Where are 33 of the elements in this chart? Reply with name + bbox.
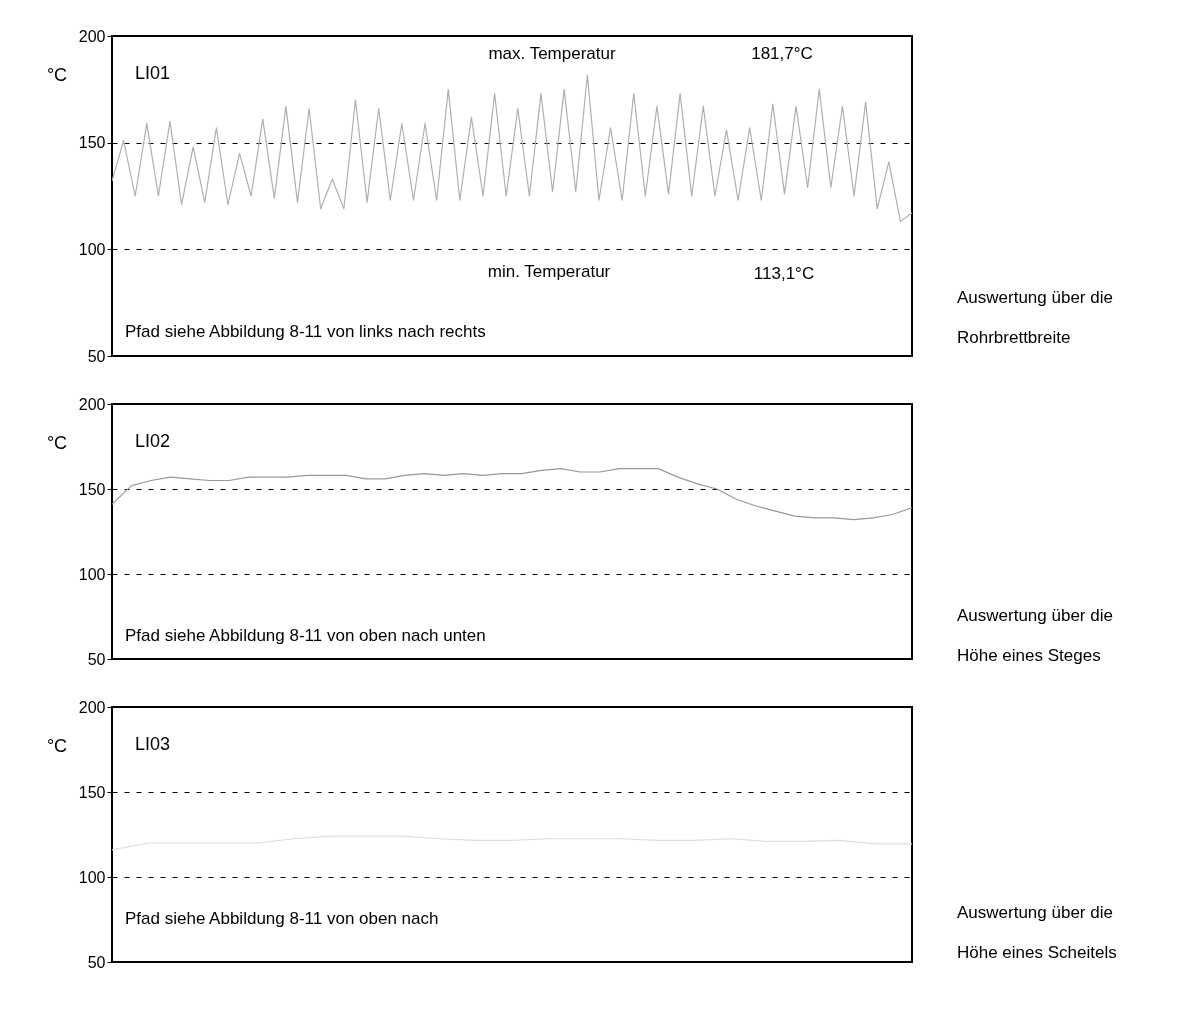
y-tick-label: 150 <box>78 480 106 498</box>
line-series <box>112 835 912 851</box>
annotation: Pfad siehe Abbildung 8-11 von links nach rechts <box>125 322 486 341</box>
text: LI02 <box>135 431 171 451</box>
y-tick-label: 50 <box>87 650 106 668</box>
text: Auswertung über die <box>957 606 1113 625</box>
y-axis-title: °C <box>46 65 68 85</box>
y-tick-label: 100 <box>78 240 106 258</box>
annotation: min. Temperatur <box>487 262 611 281</box>
line-series <box>112 468 912 521</box>
annotation: Pfad siehe Abbildung 8-11 von oben nach <box>125 909 439 928</box>
y-tick-label: 100 <box>78 868 106 886</box>
text: Auswertung über die <box>957 903 1113 922</box>
y-tick-label: 200 <box>78 27 106 45</box>
text: LI01 <box>135 63 171 83</box>
annotation: max. Temperatur <box>488 44 616 63</box>
text: Höhe eines Steges <box>957 646 1101 665</box>
y-axis-title: °C <box>46 433 68 453</box>
text: LI03 <box>135 734 171 754</box>
annotation: 181,7°C <box>751 44 813 63</box>
annotation: 113,1°C <box>753 264 815 283</box>
y-tick-label: 200 <box>78 698 106 716</box>
y-axis-title: °C <box>46 736 68 756</box>
annotation: Pfad siehe Abbildung 8-11 von oben nach unten <box>125 626 486 645</box>
y-tick-label: 50 <box>87 953 106 971</box>
text: Höhe eines Scheitels <box>957 943 1117 962</box>
y-tick-label: 50 <box>87 347 106 365</box>
y-tick-label: 150 <box>78 134 106 152</box>
y-tick-label: 100 <box>78 565 106 583</box>
y-tick-label: 150 <box>78 783 106 801</box>
text: Auswertung über die <box>957 288 1113 307</box>
text: Rohrbrettbreite <box>957 328 1071 347</box>
y-tick-label: 200 <box>78 395 106 413</box>
